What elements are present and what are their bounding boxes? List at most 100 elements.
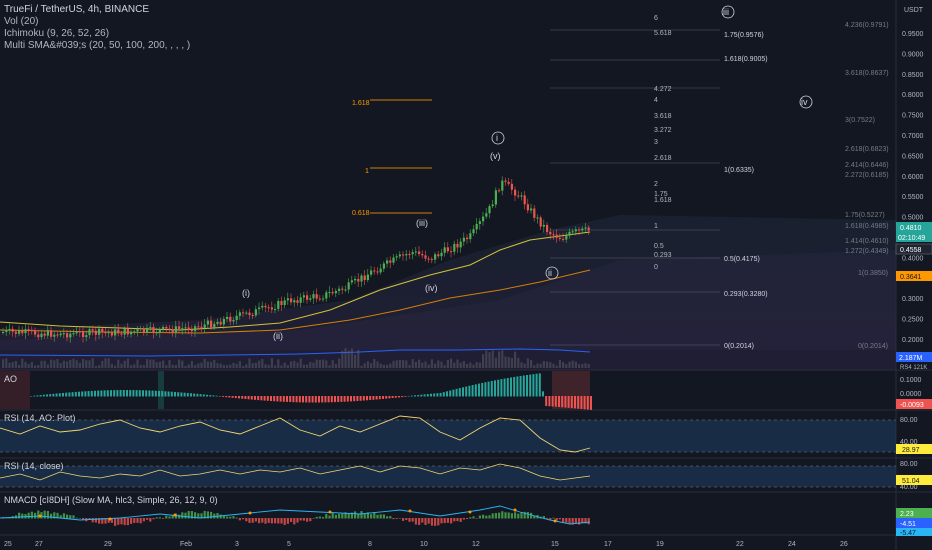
candle-body bbox=[130, 331, 133, 335]
ao-bar bbox=[439, 392, 442, 397]
nmacd-bar bbox=[462, 518, 465, 520]
ao-bar bbox=[558, 396, 560, 407]
volume-bar bbox=[302, 364, 305, 368]
candle-body bbox=[568, 231, 571, 236]
candle-body bbox=[152, 326, 155, 333]
candle-body bbox=[88, 329, 91, 336]
candle-body bbox=[242, 312, 245, 314]
price-axis[interactable]: USDT 0.9500 0.9000 0.8500 0.8000 0.7500 0.700… bbox=[902, 7, 924, 344]
sma-yellow-line bbox=[0, 231, 591, 331]
ao-bar bbox=[241, 396, 244, 399]
volume-bar bbox=[104, 358, 107, 368]
candle-body bbox=[110, 332, 113, 336]
nmacd-bar bbox=[267, 518, 270, 523]
ao-bar bbox=[426, 394, 429, 397]
candle-body bbox=[466, 237, 469, 240]
candle-body bbox=[363, 275, 366, 281]
candle-body bbox=[510, 183, 513, 190]
nmacd-bar bbox=[334, 514, 337, 519]
volume-bar bbox=[168, 360, 171, 368]
time-axis[interactable]: 25 27 29 Feb 3 5 8 10 12 15 17 19 22 24 26 bbox=[4, 541, 848, 548]
indicator-multi-sma[interactable]: Multi SMA&#039;s (20, 50, 100, 200, , , … bbox=[4, 40, 191, 51]
rsi-ao-panel-label[interactable]: RSI (14, AO: Plot) bbox=[4, 413, 76, 423]
candle-body bbox=[178, 326, 181, 329]
ao-bar bbox=[449, 390, 452, 397]
candle-body bbox=[91, 329, 94, 331]
volume-bar bbox=[482, 354, 485, 368]
nmacd-bar bbox=[302, 518, 305, 521]
candle-body bbox=[146, 327, 149, 333]
time-label: 3 bbox=[235, 541, 239, 548]
ao-bar bbox=[369, 396, 372, 401]
volume-bar bbox=[2, 359, 5, 368]
ao-bar bbox=[590, 396, 592, 410]
ao-bar bbox=[209, 395, 212, 397]
nmacd-bar bbox=[389, 516, 392, 519]
candle-body bbox=[107, 332, 110, 334]
candle-body bbox=[155, 332, 158, 334]
candle-body bbox=[418, 251, 421, 255]
volume-bar bbox=[98, 365, 101, 368]
nmacd-bar bbox=[306, 518, 309, 522]
ao-bar bbox=[535, 373, 538, 397]
volume-bar bbox=[219, 363, 222, 368]
volume-bar bbox=[542, 361, 545, 368]
partial-badge: RS4 121K bbox=[900, 365, 927, 371]
ao-panel-label[interactable]: AO bbox=[4, 374, 18, 384]
nmacd-bar bbox=[168, 516, 171, 519]
ao-bar bbox=[180, 392, 183, 397]
nmacd-bar bbox=[171, 515, 174, 519]
candle-body bbox=[226, 316, 229, 320]
rsi-ao-tick: 80.00 bbox=[900, 417, 918, 424]
indicator-ichimoku[interactable]: Ichimoku (9, 26, 52, 26) bbox=[4, 28, 110, 39]
ao-bar bbox=[580, 396, 583, 410]
nmacd-bar bbox=[178, 514, 181, 519]
ao-bar bbox=[295, 396, 298, 403]
candle-body bbox=[30, 329, 33, 331]
nmacd-bar bbox=[226, 516, 229, 519]
nmacd-bar bbox=[219, 514, 222, 519]
nmacd-bar bbox=[104, 518, 107, 524]
nmacd-bar bbox=[437, 518, 440, 526]
volume-bar bbox=[283, 362, 286, 368]
ao-bar bbox=[583, 396, 586, 410]
rsi-ao-line bbox=[0, 415, 591, 453]
ao-bar bbox=[94, 390, 96, 397]
volume-bar bbox=[437, 360, 440, 368]
nmacd-bar bbox=[347, 513, 350, 519]
volume-bar bbox=[213, 359, 216, 368]
candle-body bbox=[299, 297, 302, 303]
volume-bar bbox=[30, 362, 33, 368]
candle-body bbox=[296, 300, 299, 303]
nmacd-bar bbox=[558, 518, 561, 520]
ao-bar bbox=[474, 384, 477, 397]
fib-right-value: 1.75(0.9576) bbox=[724, 32, 764, 39]
candle-body bbox=[501, 180, 504, 191]
ao-bar bbox=[145, 390, 148, 397]
ao-bar bbox=[39, 395, 42, 397]
indicator-volume[interactable]: Vol (20) bbox=[4, 16, 39, 27]
volume-bar bbox=[130, 365, 133, 368]
fib-right-label: 0 bbox=[654, 264, 658, 271]
chart-title[interactable]: TrueFi / TetherUS, 4h, BINANCE bbox=[4, 4, 150, 15]
nmacd-bar bbox=[66, 514, 69, 519]
second-price-badge: 0.4558 bbox=[900, 247, 922, 254]
nmacd-bar bbox=[136, 518, 139, 523]
nmacd-bar bbox=[296, 518, 299, 523]
candle-body bbox=[21, 330, 24, 334]
candle-body bbox=[504, 180, 507, 182]
ao-bar bbox=[554, 396, 557, 407]
volume-bar bbox=[107, 358, 110, 368]
rsi-close-panel-label[interactable]: RSI (14, close) bbox=[4, 461, 64, 471]
ao-bar bbox=[74, 391, 77, 397]
fib-right-label: 1 bbox=[654, 223, 658, 230]
ao-bar bbox=[542, 391, 544, 397]
nmacd-bar bbox=[357, 513, 360, 519]
nmacd-bar bbox=[290, 518, 293, 522]
nmacd-panel-label[interactable]: NMACD [cI8DH] (Slow MA, hlc3, Simple, 26… bbox=[4, 495, 218, 505]
volume-bar bbox=[424, 361, 427, 368]
volume-bar bbox=[264, 364, 267, 368]
candle-body bbox=[24, 329, 27, 334]
ao-bar bbox=[222, 396, 224, 397]
